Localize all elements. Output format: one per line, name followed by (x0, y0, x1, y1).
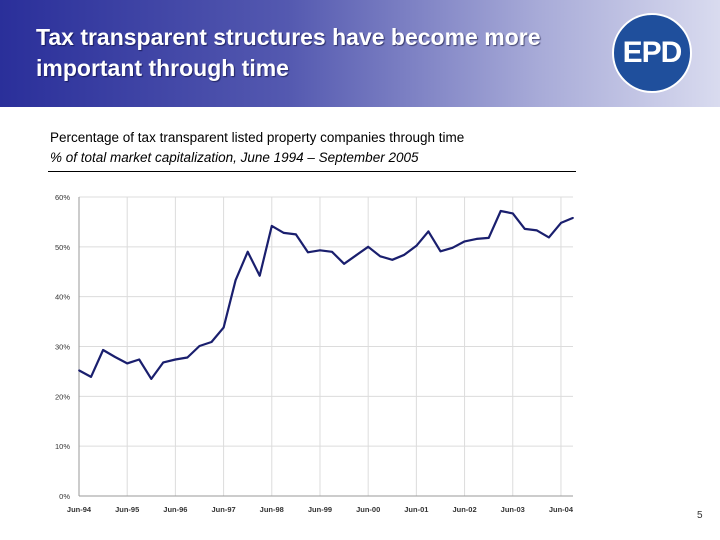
y-tick-label: 10% (55, 442, 70, 451)
data-point (343, 262, 345, 265)
x-tick-label: Jun-98 (260, 505, 284, 514)
data-point (439, 250, 442, 253)
chart-subtitle: Percentage of tax transparent listed pro… (50, 130, 465, 145)
y-tick-label: 30% (55, 343, 70, 352)
data-point (451, 246, 454, 249)
slide-title: Tax transparent structures have become m… (36, 24, 541, 81)
data-point (102, 349, 104, 351)
y-tick-label: 20% (55, 392, 70, 401)
chart-subtitle-italic: % of total market capitalization, June 1… (50, 150, 419, 165)
x-tick-label: Jun-96 (163, 505, 187, 514)
data-point (319, 249, 321, 252)
y-tick-label: 60% (55, 193, 70, 202)
data-point (174, 358, 177, 361)
data-point (78, 369, 80, 372)
data-point (138, 358, 141, 361)
data-point (487, 236, 490, 239)
data-point (126, 362, 129, 365)
data-point (270, 225, 273, 227)
data-point (186, 356, 189, 359)
data-point (379, 255, 382, 258)
data-point (548, 236, 550, 239)
data-point (258, 274, 261, 277)
data-point (560, 222, 562, 224)
data-point (234, 279, 237, 282)
x-tick-label: Jun-00 (356, 505, 380, 514)
data-point (535, 229, 538, 232)
x-tick-label: Jun-99 (308, 505, 332, 514)
data-point (114, 356, 117, 358)
data-point (572, 217, 574, 219)
x-tick-label: Jun-97 (211, 505, 235, 514)
logo-text: EPD (622, 36, 683, 69)
y-tick-label: 50% (55, 243, 70, 252)
data-point (246, 250, 249, 253)
data-point (150, 377, 153, 380)
x-tick-label: Jun-02 (452, 505, 476, 514)
line-chart: 0% 10% 20% 30% 40% 50% 60% Jun-94 Jun-95 Jun-96 Ju… (55, 193, 574, 514)
x-tick-label: Jun-01 (404, 505, 428, 514)
data-point (222, 326, 225, 329)
slide-header: Tax transparent structures have become m… (0, 0, 720, 107)
data-point (511, 212, 514, 215)
page-number: 5 (697, 510, 703, 521)
data-point (198, 345, 201, 347)
x-tick-label: Jun-95 (115, 505, 139, 514)
y-tick-label: 0% (59, 492, 70, 501)
data-point (499, 210, 502, 212)
data-point (294, 233, 297, 236)
data-point (90, 375, 92, 378)
data-point (427, 230, 430, 233)
divider-rule (48, 171, 576, 172)
data-point (415, 244, 418, 247)
series-line (78, 209, 574, 380)
data-point (307, 251, 309, 254)
x-tick-label: Jun-94 (67, 505, 92, 514)
y-tick-label: 40% (55, 293, 70, 302)
data-point (475, 237, 478, 240)
data-point (403, 253, 406, 256)
x-tick-label: Jun-04 (549, 505, 574, 514)
data-point (367, 245, 370, 248)
epd-logo: EPD (612, 13, 692, 93)
data-point (355, 254, 358, 257)
data-point (523, 227, 526, 230)
data-point (391, 258, 394, 261)
data-point (463, 240, 466, 243)
data-point (210, 341, 213, 343)
x-tick-label: Jun-03 (501, 505, 525, 514)
data-point (331, 250, 333, 253)
data-point (282, 231, 285, 234)
data-point (162, 361, 165, 364)
